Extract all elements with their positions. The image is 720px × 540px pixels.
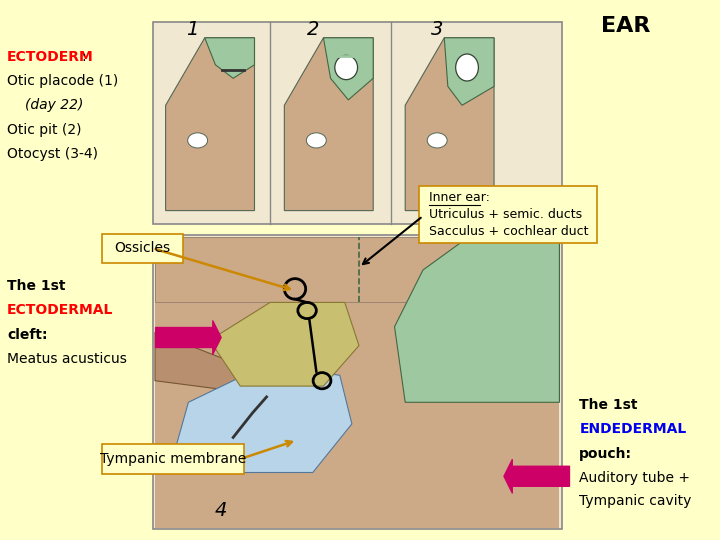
Text: Sacculus + cochlear duct: Sacculus + cochlear duct xyxy=(428,225,588,238)
Text: ECTODERM: ECTODERM xyxy=(7,50,94,64)
FancyBboxPatch shape xyxy=(102,444,244,474)
Text: Auditory tube +: Auditory tube + xyxy=(580,471,690,485)
FancyBboxPatch shape xyxy=(153,235,562,529)
Text: Otic pit (2): Otic pit (2) xyxy=(7,123,81,137)
Ellipse shape xyxy=(188,133,207,148)
Text: Meatus acusticus: Meatus acusticus xyxy=(7,352,127,366)
Text: 3: 3 xyxy=(431,20,444,39)
Ellipse shape xyxy=(456,54,478,81)
FancyBboxPatch shape xyxy=(420,186,597,243)
Polygon shape xyxy=(176,364,352,472)
FancyBboxPatch shape xyxy=(153,22,562,224)
Text: 1: 1 xyxy=(186,20,198,39)
Polygon shape xyxy=(405,38,494,211)
Polygon shape xyxy=(155,237,559,302)
Polygon shape xyxy=(444,38,494,105)
Text: ECTODERMAL: ECTODERMAL xyxy=(7,303,114,318)
Polygon shape xyxy=(166,38,254,211)
Text: The 1st: The 1st xyxy=(7,279,66,293)
Text: Otocyst (3-4): Otocyst (3-4) xyxy=(7,147,98,161)
Polygon shape xyxy=(284,38,373,211)
Polygon shape xyxy=(155,332,252,392)
Polygon shape xyxy=(204,38,254,78)
Polygon shape xyxy=(395,237,559,402)
Polygon shape xyxy=(155,237,559,528)
Ellipse shape xyxy=(307,133,326,148)
Text: :: : xyxy=(82,50,86,64)
Text: Otic placode (1): Otic placode (1) xyxy=(7,74,118,88)
Text: Tympanic cavity: Tympanic cavity xyxy=(580,494,692,508)
Polygon shape xyxy=(323,38,373,100)
Text: 4: 4 xyxy=(214,501,227,520)
Polygon shape xyxy=(210,302,359,386)
Text: ENDEDERMAL: ENDEDERMAL xyxy=(580,422,687,436)
Ellipse shape xyxy=(427,133,447,148)
FancyBboxPatch shape xyxy=(102,234,184,263)
Text: Inner ear:: Inner ear: xyxy=(428,191,490,204)
Text: cleft:: cleft: xyxy=(7,328,48,342)
Ellipse shape xyxy=(335,55,358,79)
Text: 2: 2 xyxy=(307,20,319,39)
Text: Ossicles: Ossicles xyxy=(114,241,171,255)
Text: The 1st: The 1st xyxy=(580,398,638,412)
Text: Utriculus + semic. ducts: Utriculus + semic. ducts xyxy=(428,208,582,221)
Text: (day 22): (day 22) xyxy=(25,98,84,112)
Text: pouch:: pouch: xyxy=(580,447,632,461)
Text: Tympanic membrane: Tympanic membrane xyxy=(99,452,246,466)
Text: EAR: EAR xyxy=(601,16,650,36)
